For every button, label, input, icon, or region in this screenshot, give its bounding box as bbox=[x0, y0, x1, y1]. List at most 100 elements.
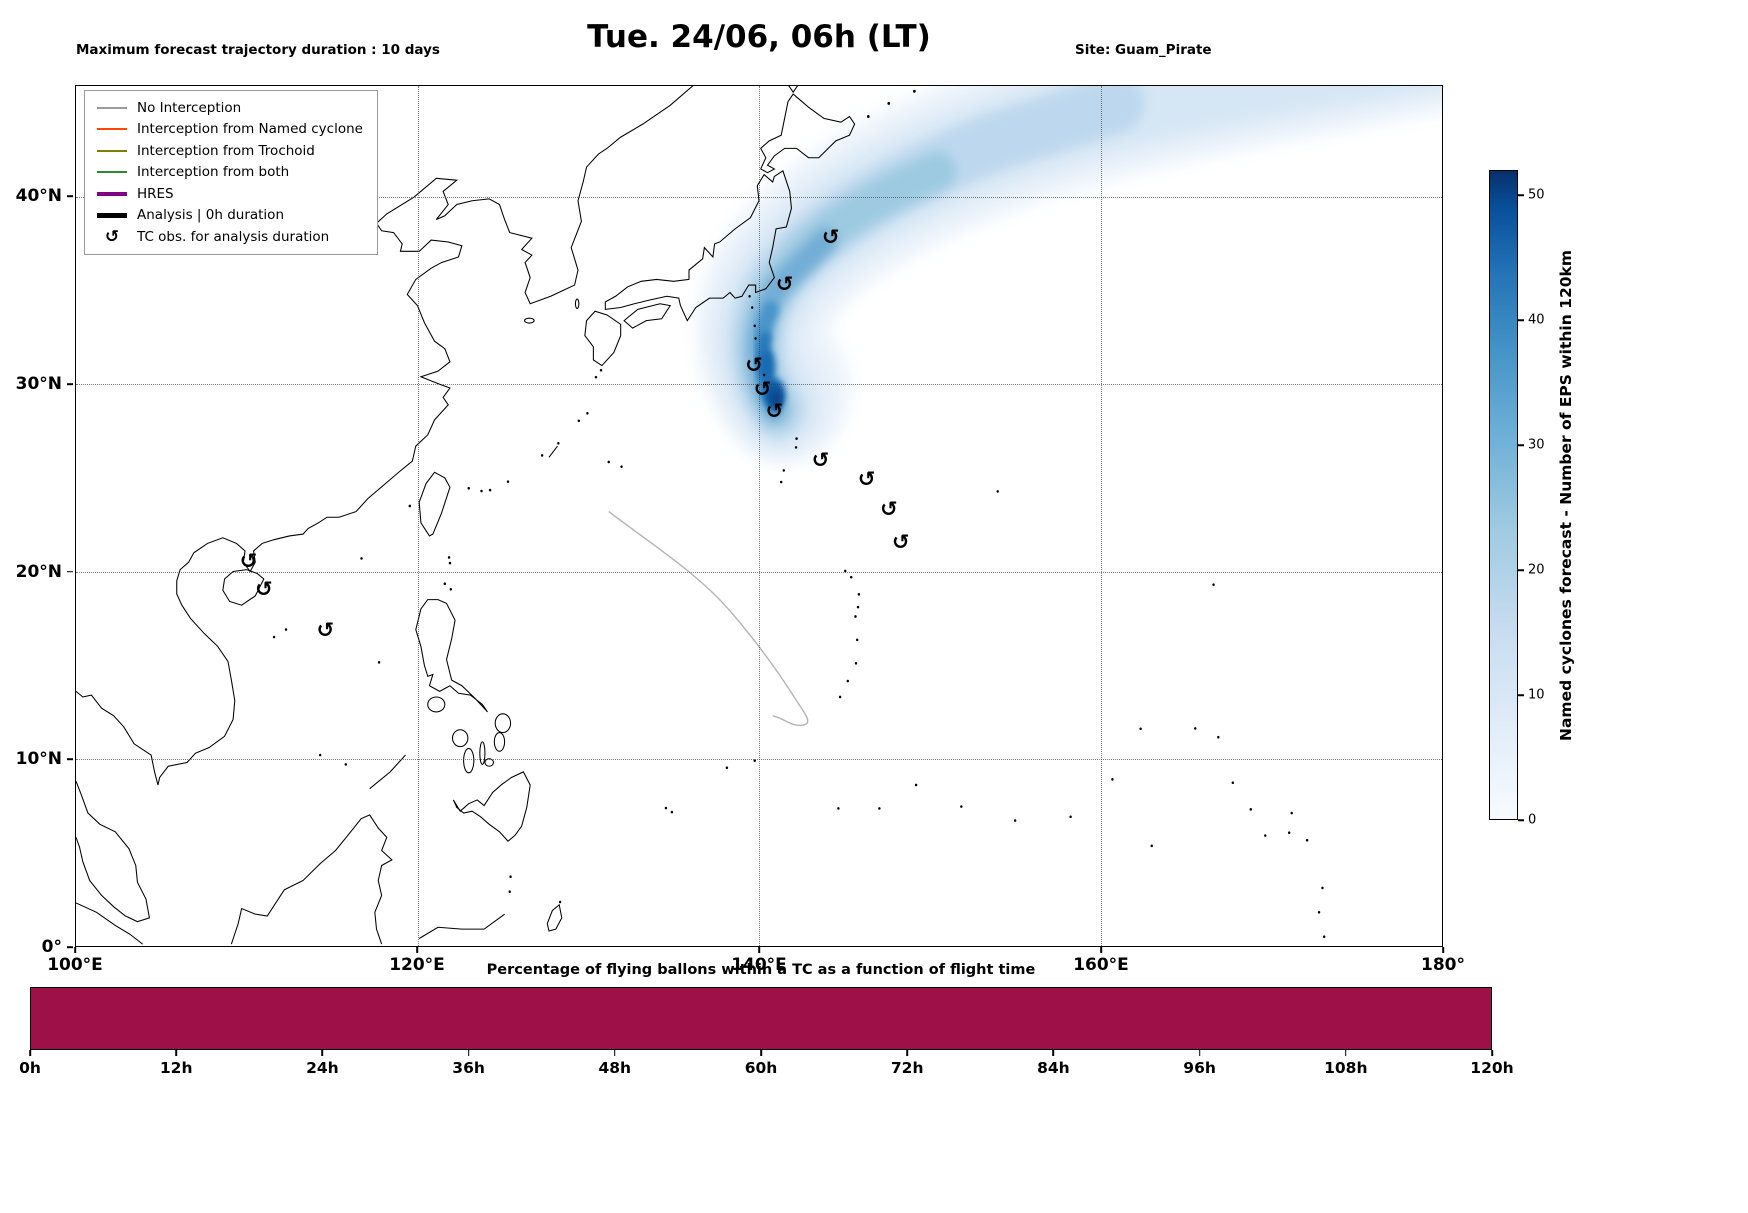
latitude-tick-label: 10°N bbox=[15, 749, 62, 770]
coastline-shikoku bbox=[624, 304, 670, 328]
coastline-malay-peninsula bbox=[76, 781, 149, 921]
tc-observation-symbol: ↺ bbox=[765, 399, 784, 424]
island-samar bbox=[495, 714, 510, 733]
flight-time-bar bbox=[30, 987, 1492, 1050]
legend-item: Interception from Named cyclone bbox=[94, 119, 363, 141]
legend-item-label: Analysis | 0h duration bbox=[137, 207, 284, 224]
legend-line-swatch bbox=[94, 171, 130, 174]
tick-mark bbox=[467, 1050, 470, 1056]
tick-mark bbox=[1518, 694, 1524, 696]
longitude-tick-label: 100°E bbox=[47, 955, 103, 975]
legend-item-label: Interception from Named cyclone bbox=[137, 121, 363, 138]
tc-obs-symbol-swatch: ↺ bbox=[104, 226, 120, 247]
map-plot-area: ↺ ↺ ↺ ↺ ↺ ↺ ↺ ↺ ↺ ↺ ↺ ↺ No Interception Interception… bbox=[75, 85, 1443, 947]
param-line-duration: Maximum forecast trajectory duration : 1… bbox=[76, 42, 440, 58]
island-panay bbox=[453, 730, 468, 747]
island-okinawa bbox=[549, 446, 558, 457]
latitude-tick-label: 0° bbox=[41, 937, 62, 957]
coastline-sumatra bbox=[76, 903, 143, 944]
tick-mark bbox=[67, 195, 73, 198]
coastline-hokkaido bbox=[761, 94, 855, 173]
tick-mark bbox=[321, 1050, 324, 1056]
tc-observation-symbol: ↺ bbox=[879, 496, 898, 521]
tc-observation-symbol: ↺ bbox=[811, 447, 830, 472]
tick-mark bbox=[67, 946, 73, 948]
tick-mark bbox=[1442, 947, 1444, 953]
island-tsushima bbox=[575, 299, 578, 308]
flight-time-tick-label: 84h bbox=[1037, 1059, 1070, 1077]
legend-line-swatch bbox=[94, 106, 130, 109]
tick-mark bbox=[29, 1050, 31, 1056]
tick-mark bbox=[1198, 1050, 1201, 1056]
legend-item-label: Interception from both bbox=[137, 164, 290, 181]
coastline-halmahera bbox=[547, 905, 562, 931]
coastline-luzon bbox=[416, 600, 488, 712]
longitude-tick-label: 120°E bbox=[389, 955, 445, 975]
legend-line-swatch bbox=[94, 149, 130, 152]
flight-time-tick-label: 48h bbox=[598, 1059, 632, 1077]
tick-mark bbox=[67, 758, 73, 761]
legend-item: Interception from both bbox=[94, 162, 363, 184]
island-leyte bbox=[494, 733, 504, 752]
tick-mark bbox=[760, 1050, 762, 1056]
latitude-tick-label: 40°N bbox=[15, 186, 62, 207]
tick-mark bbox=[1518, 444, 1524, 446]
coastline-sulawesi-north bbox=[419, 914, 504, 938]
colorbar bbox=[1489, 170, 1518, 820]
coastline-mindanao bbox=[453, 772, 530, 841]
tick-mark bbox=[1052, 1050, 1055, 1056]
tick-mark bbox=[416, 947, 418, 953]
legend-line-sample bbox=[97, 149, 127, 152]
latitude-tick-label: 30°N bbox=[15, 373, 62, 394]
figure-title: Tue. 24/06, 06h (LT) bbox=[587, 19, 931, 55]
tc-observation-symbol: ↺ bbox=[745, 352, 763, 377]
tick-mark bbox=[67, 383, 73, 385]
flight-time-tick-label: 120h bbox=[1470, 1059, 1514, 1077]
coastline-palawan bbox=[370, 755, 406, 789]
tick-mark bbox=[1518, 819, 1524, 821]
tick-mark bbox=[758, 947, 760, 953]
tc-observation-symbol: ↺ bbox=[239, 548, 258, 573]
flight-time-tick-label: 72h bbox=[890, 1059, 924, 1077]
colorbar-tick-label: 0 bbox=[1528, 812, 1537, 828]
tick-mark bbox=[1345, 1050, 1347, 1056]
coastline-honshu bbox=[605, 171, 791, 321]
flight-time-tick-label: 24h bbox=[306, 1059, 339, 1077]
flight-time-chart-title: Percentage of flying ballons within a TC… bbox=[486, 962, 1036, 978]
tick-mark bbox=[1491, 1050, 1493, 1056]
tc-symbol-layer: ↺ ↺ ↺ ↺ ↺ ↺ ↺ ↺ ↺ ↺ ↺ ↺ bbox=[76, 86, 1442, 946]
longitude-tick-label: 140°E bbox=[731, 955, 787, 975]
site-line: Site: Guam_Pirate bbox=[1075, 42, 1212, 58]
tc-observation-symbol: ↺ bbox=[857, 466, 876, 491]
flight-time-tick-label: 60h bbox=[744, 1059, 778, 1077]
legend-line-sample bbox=[97, 128, 127, 131]
flight-time-tick-label: 0h bbox=[19, 1059, 41, 1077]
legend-line-sample bbox=[97, 106, 127, 109]
tc-observation-symbol: ↺ bbox=[255, 577, 273, 602]
tc-observation-symbol: ↺ bbox=[316, 618, 335, 643]
colorbar-ticks: 0 10 20 30 40 50 bbox=[1518, 170, 1562, 828]
island-negros bbox=[464, 748, 474, 772]
no-interception-trajectory bbox=[609, 512, 808, 726]
longitude-tick-label: 160°E bbox=[1073, 955, 1129, 975]
legend-line-swatch bbox=[94, 128, 130, 131]
coastline-kyushu bbox=[585, 311, 621, 365]
tc-observation-symbol: ↺ bbox=[821, 225, 840, 250]
tick-mark bbox=[67, 570, 73, 573]
colorbar-tick-label: 20 bbox=[1528, 562, 1545, 578]
legend-item-label: No Interception bbox=[137, 99, 242, 116]
island-jeju bbox=[525, 318, 535, 323]
coastline-borneo bbox=[231, 815, 392, 944]
colorbar-tick-label: 50 bbox=[1528, 187, 1545, 203]
latitude-axis: 0° 10°N 20°N 30°N 40°N bbox=[0, 85, 75, 957]
latitude-tick-label: 20°N bbox=[15, 561, 62, 582]
island-mindoro bbox=[428, 697, 445, 712]
map-legend: No Interception Interception from Named c… bbox=[84, 90, 378, 255]
tc-observation-symbol: ↺ bbox=[891, 530, 910, 555]
island-cebu bbox=[480, 742, 485, 764]
flight-time-tick-label: 108h bbox=[1324, 1059, 1368, 1077]
tc-observation-symbol: ↺ bbox=[775, 271, 794, 296]
legend-line-sample bbox=[97, 171, 127, 174]
legend-item-label: Interception from Trochoid bbox=[137, 142, 315, 159]
tick-mark bbox=[1518, 569, 1524, 571]
